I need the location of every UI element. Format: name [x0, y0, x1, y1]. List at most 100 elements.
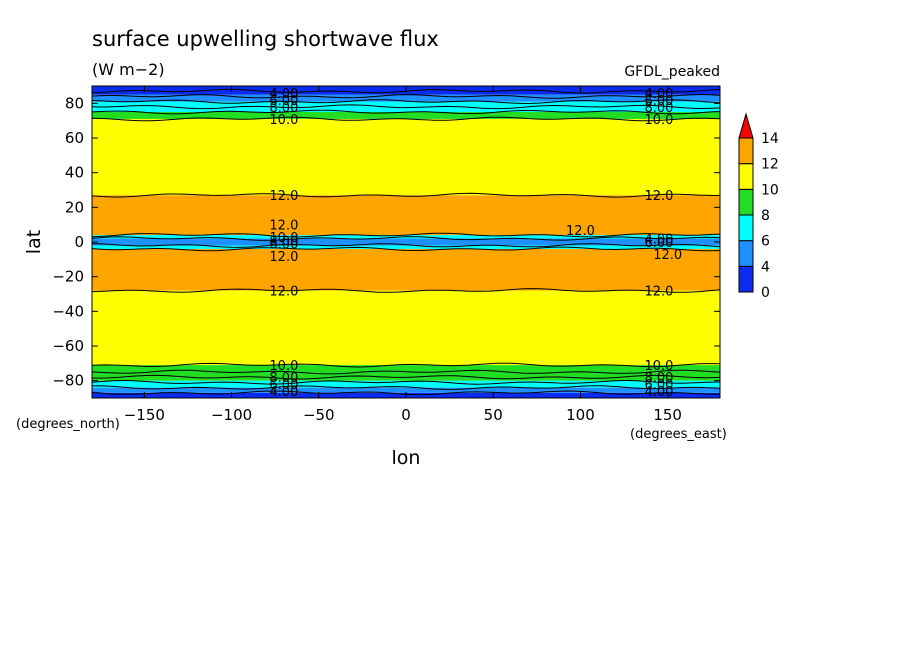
contour-label: 12.0 [644, 189, 673, 204]
contour-label: 8.00 [269, 371, 298, 386]
contour-label: 10.0 [269, 113, 298, 128]
colorbar-label: 14 [761, 131, 779, 147]
colorbar-label: 10 [761, 182, 779, 198]
chart-title: surface upwelling shortwave flux [92, 27, 439, 51]
y-tick-label: 0 [74, 233, 84, 251]
zonal-band [92, 380, 720, 388]
contour-label: 12.0 [269, 189, 298, 204]
contour-line [91, 385, 721, 391]
contour-label: 6.00 [269, 378, 298, 393]
contour-label: 12.0 [644, 285, 673, 300]
contour-label: 10.0 [269, 231, 298, 246]
x-axis-label: lon [392, 447, 421, 469]
zonal-band [92, 112, 720, 119]
contour-line [91, 379, 721, 385]
contour-label: 6.00 [644, 94, 673, 109]
x-tick-label: 100 [566, 406, 595, 424]
colorbar-label: 0 [761, 285, 770, 301]
colorbar-label: 12 [761, 157, 779, 173]
x-tick-label: −100 [211, 406, 252, 424]
contour-line [91, 232, 721, 238]
colorbar-segment [738, 188, 754, 216]
colorbar-extend-arrow [738, 112, 754, 139]
y-axis-units: (degrees_north) [16, 417, 120, 432]
contour-label: 4.00 [644, 385, 673, 400]
contour-line [91, 104, 721, 110]
y-tick-label: 20 [65, 198, 84, 216]
contour-label: 10.0 [644, 113, 673, 128]
colorbar: 0 4 6 8 10 12 14 [738, 112, 779, 301]
y-tick-label: −20 [52, 268, 84, 286]
x-tick-label: 150 [653, 406, 682, 424]
zonal-band [92, 101, 720, 112]
colorbar-segment [738, 265, 754, 293]
contour-line [91, 288, 721, 293]
zonal-band [92, 238, 720, 246]
contour-label: 6.00 [644, 378, 673, 393]
y-axis-label: lat [23, 230, 45, 254]
x-tick-label: −50 [303, 406, 335, 424]
y-tick-label: 40 [65, 164, 84, 182]
zonal-band [92, 195, 720, 236]
y-tick-label: −80 [52, 372, 84, 390]
y-tick-label: 80 [65, 94, 84, 112]
contour-label: 12.0 [269, 250, 298, 265]
contour-label: 4.00 [269, 87, 298, 102]
contour-line [91, 246, 721, 252]
contour-label: 6.00 [644, 236, 673, 251]
zonal-band [92, 94, 720, 102]
dataset-label: GFDL_peaked [624, 64, 720, 80]
zonal-band [92, 290, 720, 366]
x-tick-label: 50 [484, 406, 503, 424]
colorbar-segment [738, 163, 754, 190]
colorbar-label: 6 [761, 234, 770, 250]
zonal-band [92, 248, 720, 291]
contour-line [91, 94, 721, 99]
colorbar-label: 4 [761, 259, 770, 275]
contour-line [91, 369, 721, 375]
y-tick-label: 60 [65, 129, 84, 147]
contour-label: 12.0 [269, 219, 298, 234]
x-axis-units: (degrees_east) [630, 427, 727, 442]
zonal-band [92, 387, 720, 393]
contour-label: 6.00 [269, 94, 298, 109]
y-axis-ticks: −80 −60 −40 −20 0 20 40 60 80 [52, 94, 720, 390]
y-tick-label: −60 [52, 337, 84, 355]
contour-label: 4.00 [644, 233, 673, 248]
zonal-band [92, 372, 720, 381]
x-tick-label: −150 [124, 406, 165, 424]
colorbar-segment [738, 240, 754, 267]
contour-line [91, 192, 721, 198]
colorbar-segment [738, 137, 754, 165]
contour-line [91, 374, 721, 380]
plot-area [92, 86, 720, 398]
contour-line [91, 236, 721, 241]
contour-label: 12.0 [653, 248, 682, 263]
contour-label: 6.00 [269, 238, 298, 253]
contour-label: 8.00 [644, 101, 673, 116]
contour-label: 12.0 [269, 285, 298, 300]
contour-label: 12.0 [566, 224, 595, 239]
contour-line [91, 109, 721, 115]
y-tick-label: −40 [52, 302, 84, 320]
contour-label: 8.00 [269, 101, 298, 116]
contour-label: 8.00 [644, 371, 673, 386]
contour-label: 8.00 [269, 234, 298, 249]
x-axis-ticks: −150 −100 −50 0 50 100 150 [124, 86, 682, 424]
zonal-band [92, 245, 720, 249]
contour-label: 10.0 [269, 359, 298, 374]
contour-line [91, 243, 721, 248]
zonal-band [92, 118, 720, 196]
contour-line [91, 99, 721, 105]
contour-label: 10.0 [644, 359, 673, 374]
contour-lines [91, 88, 721, 396]
chart-units: (W m−2) [92, 60, 165, 79]
colorbar-segment [738, 214, 754, 242]
zonal-band [92, 365, 720, 372]
contour-label: 4.00 [644, 87, 673, 102]
contour-line [91, 116, 721, 122]
contour-line [91, 362, 721, 368]
colorbar-label: 8 [761, 208, 770, 224]
